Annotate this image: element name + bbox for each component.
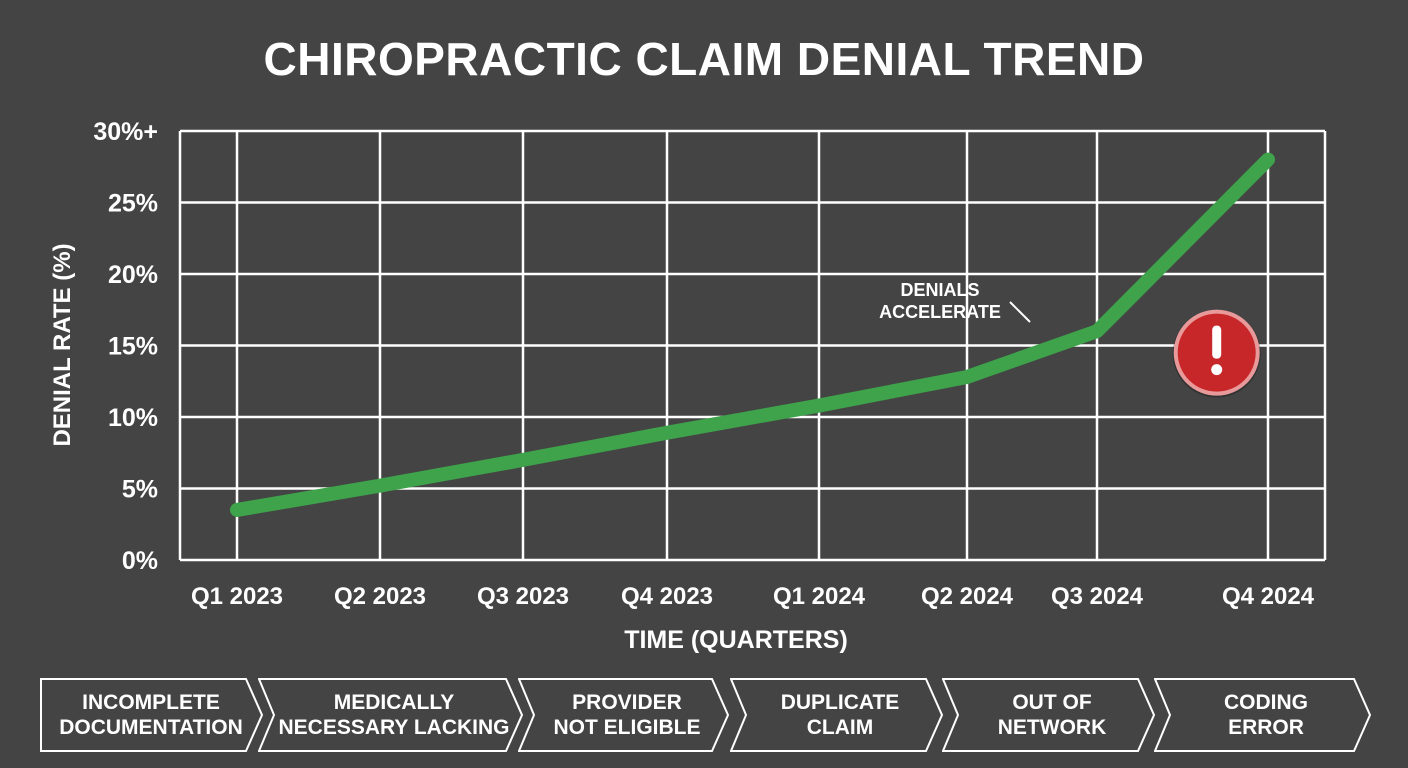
denial-reason-label: PROVIDER NOT ELIGIBLE	[553, 691, 701, 739]
denial-reason-step: OUT OF NETWORK	[942, 678, 1156, 752]
data-point	[1267, 159, 1269, 161]
chevron-shape	[40, 678, 264, 752]
data-point	[818, 405, 820, 407]
chevron-shape	[942, 678, 1156, 752]
data-point	[1096, 330, 1098, 332]
x-tick-label: Q4 2023	[621, 583, 713, 610]
y-tick-label: 15%	[108, 333, 158, 361]
x-tick-label: Q1 2023	[191, 583, 283, 610]
annotation: DENIALS ACCELERATE	[879, 280, 1261, 398]
x-axis-label: TIME (QUARTERS)	[624, 626, 848, 654]
series-line	[230, 152, 1275, 517]
annotation-label: DENIALS ACCELERATE	[879, 280, 1001, 322]
x-tick-label: Q2 2023	[334, 583, 426, 610]
y-axis-label: DENIAL RATE (%)	[49, 243, 76, 446]
denial-reason-label: CODING ERROR	[1224, 691, 1308, 739]
exclamation-dot	[1211, 364, 1223, 376]
denial-reason-label: DUPLICATE CLAIM	[780, 691, 900, 739]
x-tick-label: Q1 2024	[773, 583, 866, 610]
data-point	[236, 509, 238, 511]
denial-reason-step: DUPLICATE CLAIM	[730, 678, 944, 752]
data-point	[379, 485, 381, 487]
denial-reason-step: PROVIDER NOT ELIGIBLE	[518, 678, 730, 752]
y-tick-label: 20%	[108, 261, 158, 289]
chevron-shape	[518, 678, 730, 752]
data-point	[666, 432, 668, 434]
annotation-pointer	[1009, 301, 1031, 323]
y-tick-label: 25%	[108, 190, 158, 218]
denial-reason-label: OUT OF NETWORK	[997, 691, 1107, 739]
line-chart: 0% 5% 10% 15% 20% 25% 30%+ Q1 2023 Q2 2023 Q3 20…	[49, 118, 1327, 654]
series-lines	[230, 152, 1275, 517]
y-tick-label: 0%	[122, 547, 158, 575]
x-tick-label: Q3 2023	[477, 583, 569, 610]
chevron-shape	[730, 678, 944, 752]
chevron-shape	[1154, 678, 1372, 752]
x-tick-label: Q3 2024	[1051, 583, 1144, 610]
x-axis-ticks: Q1 2023 Q2 2023 Q3 2023 Q4 2023 Q1 2024 Q2 20…	[191, 583, 1315, 610]
data-point	[522, 459, 524, 461]
y-axis-ticks: 0% 5% 10% 15% 20% 25% 30%+	[93, 118, 158, 575]
x-tick-label: Q2 2024	[921, 583, 1014, 610]
data-point	[966, 376, 968, 378]
denial-reason-label: MEDICALLY NECESSARY LACKING	[278, 691, 510, 739]
y-tick-label: 5%	[122, 476, 158, 504]
exclamation-bar	[1212, 325, 1222, 359]
y-tick-label: 10%	[108, 404, 158, 432]
x-tick-label: Q4 2024	[1222, 583, 1315, 610]
denial-reasons-flow: INCOMPLETE DOCUMENTATION MEDICALLY NECESS…	[40, 678, 1380, 752]
chevron-shape	[258, 678, 524, 752]
chart-title: CHIROPRACTIC CLAIM DENIAL TREND	[263, 33, 1145, 85]
denial-reason-step: MEDICALLY NECESSARY LACKING	[258, 678, 524, 752]
denial-reason-step: CODING ERROR	[1154, 678, 1372, 752]
denial-reason-step: INCOMPLETE DOCUMENTATION	[40, 678, 264, 752]
y-tick-label: 30%+	[93, 118, 158, 146]
denial-reason-label: INCOMPLETE DOCUMENTATION	[59, 691, 243, 739]
